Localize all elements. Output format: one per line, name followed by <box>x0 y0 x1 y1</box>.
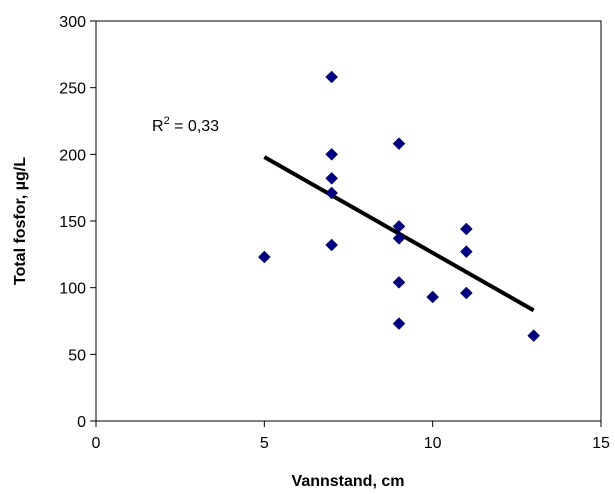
data-point <box>392 275 406 289</box>
data-point <box>325 238 339 252</box>
y-tick-label: 100 <box>59 281 86 298</box>
r-squared-annotation: R2 = 0,33 <box>152 115 219 135</box>
data-point <box>325 171 339 185</box>
data-point <box>527 329 541 343</box>
data-points <box>257 70 541 343</box>
x-axis-ticks: 0 5 10 15 <box>92 421 610 452</box>
y-tick-label: 200 <box>59 147 86 164</box>
y-axis-ticks: 0 50 100 150 200 250 300 <box>59 14 96 431</box>
data-point <box>325 147 339 161</box>
data-point <box>257 250 271 264</box>
data-point <box>426 290 440 304</box>
plot-area <box>95 20 602 422</box>
data-point <box>325 70 339 84</box>
data-point <box>392 231 406 245</box>
data-point <box>459 286 473 300</box>
y-tick-label: 50 <box>68 347 86 364</box>
x-tick-label: 10 <box>424 435 442 452</box>
y-tick-label: 0 <box>77 414 86 431</box>
data-point <box>459 245 473 259</box>
y-axis-title: Total fosfor, µg/L <box>12 157 29 285</box>
data-point <box>392 317 406 331</box>
data-point <box>459 222 473 236</box>
y-tick-label: 250 <box>59 81 86 98</box>
data-point <box>392 137 406 151</box>
y-tick-label: 150 <box>59 214 86 231</box>
x-tick-label: 0 <box>92 435 101 452</box>
x-tick-label: 5 <box>260 435 269 452</box>
x-axis-title: Vannstand, cm <box>292 473 405 490</box>
x-tick-label: 15 <box>592 435 610 452</box>
data-point <box>325 186 339 200</box>
y-tick-label: 300 <box>59 14 86 31</box>
